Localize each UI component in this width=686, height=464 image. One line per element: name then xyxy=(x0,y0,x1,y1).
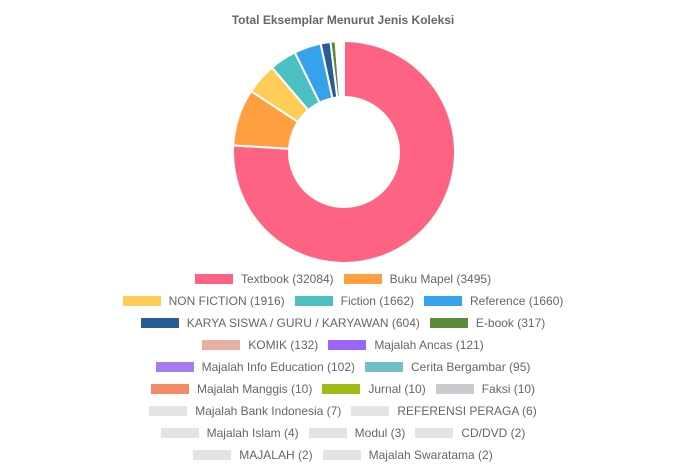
legend-item[interactable]: Reference (1660) xyxy=(424,294,563,308)
legend-label: KARYA SISWA / GURU / KARYAWAN (604) xyxy=(186,316,420,330)
legend-item[interactable]: NON FICTION (1916) xyxy=(122,294,285,308)
legend-item[interactable]: KOMIK (132) xyxy=(202,338,318,352)
legend-swatch xyxy=(365,362,404,372)
legend-item[interactable]: E-book (317) xyxy=(429,316,546,330)
legend-row: Textbook (32084) Buku Mapel (3495) xyxy=(0,271,686,287)
legend-item[interactable]: Jurnal (10) xyxy=(322,382,426,396)
legend-item[interactable]: Cerita Bergambar (95) xyxy=(365,360,530,374)
legend-swatch xyxy=(140,318,179,328)
legend-swatch xyxy=(155,362,194,372)
legend-swatch xyxy=(150,384,189,394)
legend-label: Majalah Manggis (10) xyxy=(196,382,313,396)
legend-item[interactable]: REFERENSI PERAGA (6) xyxy=(351,404,537,418)
legend-item[interactable]: KARYA SISWA / GURU / KARYAWAN (604) xyxy=(140,316,420,330)
legend-item[interactable]: Majalah Islam (4) xyxy=(160,426,299,440)
legend-label: Majalah Ancas (121) xyxy=(374,338,484,352)
legend-swatch xyxy=(193,450,232,460)
legend-label: REFERENSI PERAGA (6) xyxy=(397,404,537,418)
legend-item[interactable]: Textbook (32084) xyxy=(194,272,334,286)
legend-swatch xyxy=(294,296,333,306)
legend-label: KOMIK (132) xyxy=(248,338,319,352)
legend-label: Cerita Bergambar (95) xyxy=(411,360,531,374)
legend-swatch xyxy=(424,296,462,306)
legend-swatch xyxy=(194,274,233,284)
legend-row: KOMIK (132) Majalah Ancas (121) xyxy=(0,337,686,353)
donut-slice-0[interactable] xyxy=(232,39,456,264)
legend-swatch xyxy=(322,384,361,394)
legend-row: Majalah Islam (4) Modul (3) CD/DVD (2) xyxy=(0,425,686,441)
legend-item[interactable]: Buku Mapel (3495) xyxy=(343,272,492,286)
legend-swatch xyxy=(160,428,199,438)
legend-label: Textbook (32084) xyxy=(240,272,334,286)
legend-swatch xyxy=(122,296,161,306)
legend-label: MAJALAH (2) xyxy=(239,448,313,462)
legend-item[interactable]: Fiction (1662) xyxy=(294,294,414,308)
legend-item[interactable]: MAJALAH (2) xyxy=(193,448,313,462)
legend-item[interactable]: Modul (3) xyxy=(308,426,406,440)
legend-label: Majalah Islam (4) xyxy=(206,426,299,440)
legend-swatch xyxy=(429,318,468,328)
legend-item[interactable]: Majalah Info Education (102) xyxy=(155,360,356,374)
legend-label: Modul (3) xyxy=(354,426,406,440)
legend-swatch xyxy=(149,406,188,416)
legend-label: NON FICTION (1916) xyxy=(168,294,285,308)
legend-label: Faksi (10) xyxy=(481,382,536,396)
legend-label: Buku Mapel (3495) xyxy=(389,272,492,286)
legend-swatch xyxy=(308,428,347,438)
legend-label: E-book (317) xyxy=(475,316,546,330)
legend-swatch xyxy=(351,406,390,416)
legend-swatch xyxy=(415,428,454,438)
legend-label: Majalah Swaratama (2) xyxy=(368,448,493,462)
legend-swatch xyxy=(202,340,241,350)
legend-swatch xyxy=(435,384,474,394)
legend-swatch xyxy=(328,340,367,350)
legend-item[interactable]: Faksi (10) xyxy=(435,382,536,396)
legend-item[interactable]: Majalah Manggis (10) xyxy=(150,382,313,396)
chart-title: Total Eksemplar Menurut Jenis Koleksi xyxy=(231,13,455,27)
legend-label: Jurnal (10) xyxy=(368,382,426,396)
legend-item[interactable]: CD/DVD (2) xyxy=(415,426,525,440)
legend-row: Majalah Info Education (102) Cerita Berga… xyxy=(0,359,686,375)
legend-swatch xyxy=(343,274,382,284)
legend-row: MAJALAH (2) Majalah Swaratama (2) xyxy=(0,447,686,463)
legend-label: Reference (1660) xyxy=(470,294,564,308)
legend-item[interactable]: Majalah Swaratama (2) xyxy=(322,448,493,462)
legend-label: Fiction (1662) xyxy=(340,294,414,308)
legend-swatch xyxy=(322,450,361,460)
legend-label: Majalah Info Education (102) xyxy=(201,360,356,374)
legend-row: Majalah Bank Indonesia (7) REFERENSI PERA… xyxy=(0,403,686,419)
legend-row: Majalah Manggis (10) Jurnal (10) Faksi (10… xyxy=(0,381,686,397)
legend-item[interactable]: Majalah Bank Indonesia (7) xyxy=(149,404,341,418)
legend-row: KARYA SISWA / GURU / KARYAWAN (604) E-boo… xyxy=(0,315,686,331)
legend-row: NON FICTION (1916) Fiction (1662) Referenc… xyxy=(0,293,686,309)
legend-item[interactable]: Majalah Ancas (121) xyxy=(328,338,484,352)
legend-label: CD/DVD (2) xyxy=(461,426,526,440)
legend-label: Majalah Bank Indonesia (7) xyxy=(195,404,342,418)
